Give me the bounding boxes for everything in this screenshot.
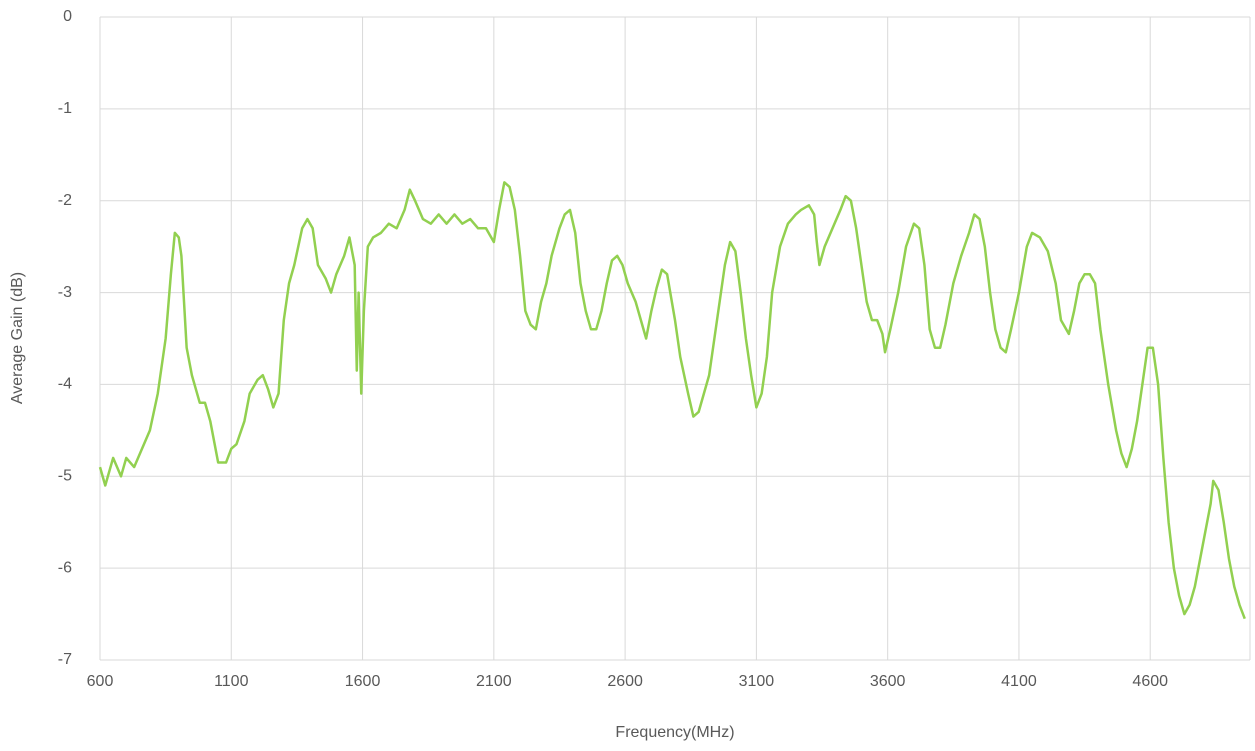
y-tick-label: 0 <box>63 8 72 25</box>
x-tick-label: 2600 <box>607 673 643 690</box>
y-tick-label: -7 <box>58 651 72 668</box>
x-tick-label: 2100 <box>476 673 512 690</box>
x-tick-label: 1100 <box>214 673 249 690</box>
x-tick-label: 600 <box>87 673 114 690</box>
y-tick-label: -1 <box>58 100 72 117</box>
x-axis-title: Frequency(MHz) <box>615 724 734 741</box>
x-tick-label: 3100 <box>739 673 775 690</box>
y-tick-label: -2 <box>58 192 72 209</box>
y-tick-label: -5 <box>58 468 72 485</box>
y-tick-label: -6 <box>58 559 72 576</box>
data-line <box>98 181 1246 620</box>
x-tick-label: 4100 <box>1001 673 1037 690</box>
y-tick-label: -3 <box>58 284 72 301</box>
x-tick-label: 3600 <box>870 673 906 690</box>
x-tick-label: 1600 <box>345 673 381 690</box>
y-tick-label: -4 <box>58 376 72 393</box>
y-axis-title: Average Gain (dB) <box>9 272 26 404</box>
x-tick-label: 4600 <box>1132 673 1168 690</box>
